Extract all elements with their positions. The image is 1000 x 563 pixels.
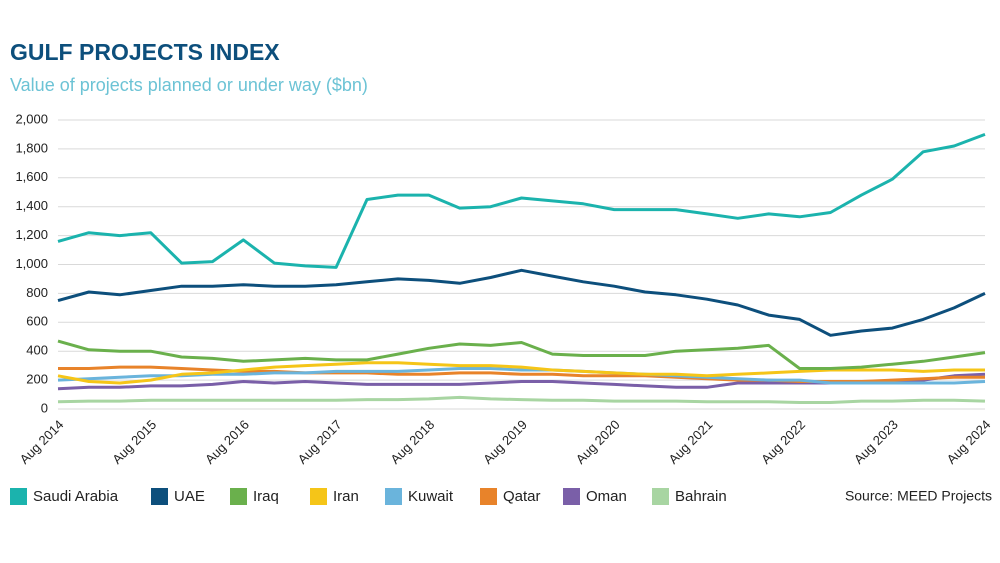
x-tick-label: Aug 2020: [573, 417, 623, 467]
legend-swatch: [151, 488, 168, 505]
legend-label: UAE: [174, 488, 205, 505]
y-tick-label: 1,400: [15, 198, 48, 213]
x-tick-label: Aug 2021: [665, 417, 715, 467]
y-tick-label: 2,000: [15, 111, 48, 126]
legend-swatch: [230, 488, 247, 505]
series-line: [57, 132, 986, 269]
y-tick-label: 200: [26, 372, 48, 387]
legend-label: Bahrain: [675, 488, 727, 505]
x-tick-label: Aug 2022: [758, 417, 808, 467]
x-tick-label: Aug 2016: [202, 417, 252, 467]
chart-subtitle: Value of projects planned or under way (…: [10, 75, 368, 95]
series-line: [57, 395, 986, 404]
legend-label: Oman: [586, 488, 627, 505]
x-tick-label: Aug 2017: [295, 417, 345, 467]
legend-label: Iraq: [253, 488, 279, 505]
y-tick-label: 1,800: [15, 140, 48, 155]
y-tick-label: 800: [26, 285, 48, 300]
legend-swatch: [385, 488, 402, 505]
legend-swatch: [10, 488, 27, 505]
y-tick-label: 600: [26, 314, 48, 329]
legend-swatch: [563, 488, 580, 505]
legend-swatch: [480, 488, 497, 505]
y-tick-label: 1,600: [15, 169, 48, 184]
series-line: [57, 268, 986, 337]
legend-label: Qatar: [503, 488, 541, 505]
series-line: [57, 339, 986, 370]
y-tick-label: 1,200: [15, 227, 48, 242]
y-tick-label: 1,000: [15, 256, 48, 271]
x-tick-label: Aug 2015: [109, 417, 159, 467]
x-tick-label: Aug 2018: [387, 417, 437, 467]
y-tick-label: 400: [26, 343, 48, 358]
x-tick-label: Aug 2024: [944, 417, 994, 467]
y-tick-label: 0: [41, 400, 48, 415]
legend-swatch: [310, 488, 327, 505]
legend-label: Iran: [333, 488, 359, 505]
legend-label: Kuwait: [408, 488, 454, 505]
x-tick-label: Aug 2019: [480, 417, 530, 467]
x-tick-label: Aug 2014: [17, 417, 67, 467]
legend-label: Saudi Arabia: [33, 488, 119, 505]
source: Source: MEED Projects: [845, 488, 992, 504]
chart-title: GULF PROJECTS INDEX: [10, 39, 280, 65]
legend-swatch: [652, 488, 669, 505]
x-tick-label: Aug 2023: [851, 417, 901, 467]
